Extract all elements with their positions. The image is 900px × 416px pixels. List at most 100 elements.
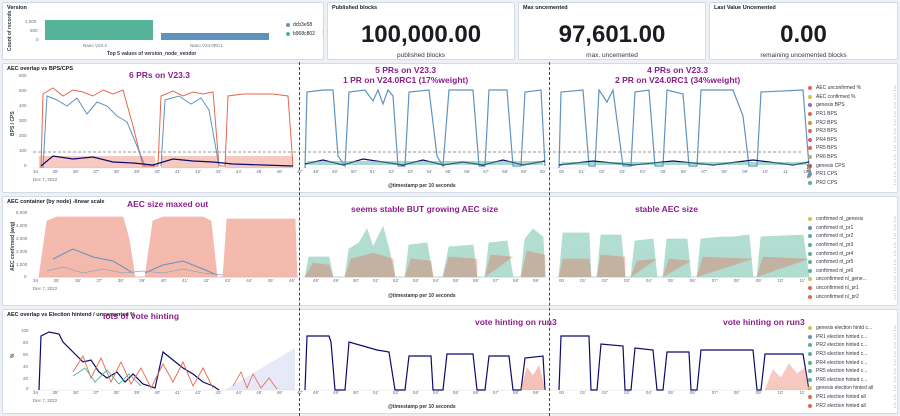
more-menu-icon[interactable]: ⋮ <box>892 377 898 384</box>
legend-item[interactable]: confirmed nl_pr3 ⋮ <box>808 241 898 250</box>
more-menu-icon[interactable]: ⋮ <box>892 342 898 349</box>
legend-item[interactable]: genesis election hintd c... ⋮ <box>808 324 898 333</box>
x-tick: 07' <box>711 278 718 283</box>
x-tick: 37' <box>93 169 100 174</box>
legend-item[interactable]: AEC confirmed % ⋮ <box>808 93 898 102</box>
legend-item[interactable]: unconfirmed nl_gene... ⋮ <box>808 275 898 284</box>
x-tick: 05' <box>667 278 674 283</box>
legend-label: PR5 election hinted c... <box>816 368 868 375</box>
more-menu-icon[interactable]: ⋮ <box>892 137 898 144</box>
more-menu-icon[interactable]: ⋮ <box>892 259 898 266</box>
legend-item[interactable]: PR6 BPS ⋮ <box>808 153 898 162</box>
legend-item[interactable]: PR2 BPS ⋮ <box>808 118 898 127</box>
more-menu-icon[interactable]: ⋮ <box>892 360 898 367</box>
more-menu-icon[interactable]: ⋮ <box>892 403 898 410</box>
chart-election-hinted[interactable] <box>33 312 823 394</box>
more-menu-icon[interactable]: ⋮ <box>892 251 898 258</box>
more-menu-icon[interactable]: ⋮ <box>892 294 898 301</box>
x-tick: 46' <box>276 169 283 174</box>
panel-title: AEC overlap vs Election hintend / unceme… <box>7 312 136 318</box>
more-menu-icon[interactable]: ⋮ <box>892 233 898 240</box>
more-menu-icon[interactable]: ⋮ <box>892 128 898 135</box>
more-menu-icon[interactable]: ⋮ <box>892 120 898 127</box>
x-tick: 56' <box>464 169 471 174</box>
more-menu-icon[interactable]: ⋮ <box>892 111 898 118</box>
legend-item[interactable]: genesis CPS ⋮ <box>808 161 898 170</box>
more-menu-icon[interactable]: ⋮ <box>892 145 898 152</box>
y-axis-label: BPS / CPS <box>10 111 16 136</box>
legend-item[interactable]: PR4 election hinted c... ⋮ <box>808 358 898 367</box>
legend-item[interactable]: PR5 election hinted c... ⋮ <box>808 367 898 376</box>
legend-item[interactable]: genesis election hinted all ⋮ <box>808 384 898 393</box>
x-tick: 43' <box>224 278 231 283</box>
legend-item[interactable]: AEC unconfirmed % ⋮ <box>808 84 898 93</box>
more-menu-icon[interactable]: ⋮ <box>892 394 898 401</box>
legend-item[interactable]: unconfirmed nl_pr2 ⋮ <box>808 292 898 301</box>
more-menu-icon[interactable]: ⋮ <box>892 102 898 109</box>
legend-item[interactable]: PR3 BPS ⋮ <box>808 127 898 136</box>
more-menu-icon[interactable]: ⋮ <box>320 30 323 37</box>
x-tick: 11' <box>799 390 805 395</box>
more-menu-icon[interactable]: ⋮ <box>892 351 898 358</box>
version-category-v24: Nano V24.0RC1 <box>190 43 223 48</box>
legend-item[interactable]: PR2 election hinted all ⋮ <box>808 401 898 410</box>
legend-item[interactable]: unconfirmed nl_pr1 ⋮ <box>808 284 898 293</box>
more-menu-icon[interactable]: ⋮ <box>892 94 898 101</box>
more-menu-icon[interactable]: ⋮ <box>892 334 898 341</box>
legend-item[interactable]: PR4 BPS ⋮ <box>808 136 898 145</box>
legend-item[interactable]: confirmed nl_pr4 ⋮ <box>808 249 898 258</box>
legend-item[interactable]: PR3 election hinted c... ⋮ <box>808 350 898 359</box>
legend-item[interactable]: confirmed nl_genesis ⋮ <box>808 215 898 224</box>
version-legend-item[interactable]: b968c802 ⋮ <box>286 29 323 38</box>
x-tick: 07' <box>711 390 718 395</box>
legend-item[interactable]: confirmed nl_pr6 ⋮ <box>808 267 898 276</box>
more-menu-icon[interactable]: ⋮ <box>892 154 898 161</box>
more-menu-icon[interactable]: ⋮ <box>892 242 898 249</box>
version-bar-v24[interactable] <box>161 33 269 40</box>
legend-item[interactable]: PR1 CPS ⋮ <box>808 170 898 179</box>
version-x-axis-label: Top 5 values of version_node_vendor <box>107 51 197 57</box>
x-tick: 02' <box>602 390 608 395</box>
x-tick: 54' <box>433 390 439 395</box>
more-menu-icon[interactable]: ⋮ <box>892 268 898 275</box>
x-tick: 40' <box>154 169 161 174</box>
version-category-v23: Nano V23.3 <box>83 43 107 48</box>
legend-item[interactable]: confirmed nl_pr1 ⋮ <box>808 224 898 233</box>
chart-bps-cps[interactable] <box>33 66 823 176</box>
legend-item[interactable]: PR1 election hinted c... ⋮ <box>808 333 898 342</box>
x-tick: 41' <box>174 169 181 174</box>
legend-item[interactable]: PR1 BPS ⋮ <box>808 110 898 119</box>
legend-item[interactable]: PR2 election hinted c... ⋮ <box>808 341 898 350</box>
more-menu-icon[interactable]: ⋮ <box>892 225 898 232</box>
x-tick: 40' <box>154 390 161 395</box>
y-axis-label: % <box>10 353 16 358</box>
more-menu-icon[interactable]: ⋮ <box>892 171 898 178</box>
legend-item[interactable]: confirmed nl_pr5 ⋮ <box>808 258 898 267</box>
more-menu-icon[interactable]: ⋮ <box>892 385 898 392</box>
y-tick: 1,000 <box>16 262 28 267</box>
y-tick: 40 <box>23 364 29 369</box>
more-menu-icon[interactable]: ⋮ <box>892 325 898 332</box>
legend-item[interactable]: PR6 election hinted c... ⋮ <box>808 376 898 385</box>
chart-aec-container[interactable] <box>33 199 823 285</box>
version-legend-item[interactable]: dcb3e58 ⋮ <box>286 20 323 29</box>
more-menu-icon[interactable]: ⋮ <box>892 163 898 170</box>
legend-item[interactable]: confirmed nl_pr2 ⋮ <box>808 232 898 241</box>
more-menu-icon[interactable]: ⋮ <box>320 21 323 28</box>
y-tick: 0 <box>24 274 27 279</box>
more-menu-icon[interactable]: ⋮ <box>892 216 898 223</box>
more-menu-icon[interactable]: ⋮ <box>892 276 898 283</box>
version-bar-v23[interactable] <box>45 20 153 40</box>
legend-label: genesis BPS <box>816 102 845 109</box>
more-menu-icon[interactable]: ⋮ <box>892 85 898 92</box>
legend-item[interactable]: PR1 election hinted all ⋮ <box>808 393 898 402</box>
legend-dot-icon <box>808 155 812 160</box>
more-menu-icon[interactable]: ⋮ <box>892 368 898 375</box>
metric-value: 100,000.00 <box>360 21 482 48</box>
legend-item[interactable]: PR5 BPS ⋮ <box>808 144 898 153</box>
legend-item[interactable]: genesis BPS ⋮ <box>808 101 898 110</box>
more-menu-icon[interactable]: ⋮ <box>892 285 898 292</box>
chart-segment-b <box>304 88 546 169</box>
legend-item[interactable]: PR2 CPS ⋮ <box>808 179 898 188</box>
more-menu-icon[interactable]: ⋮ <box>892 180 898 187</box>
